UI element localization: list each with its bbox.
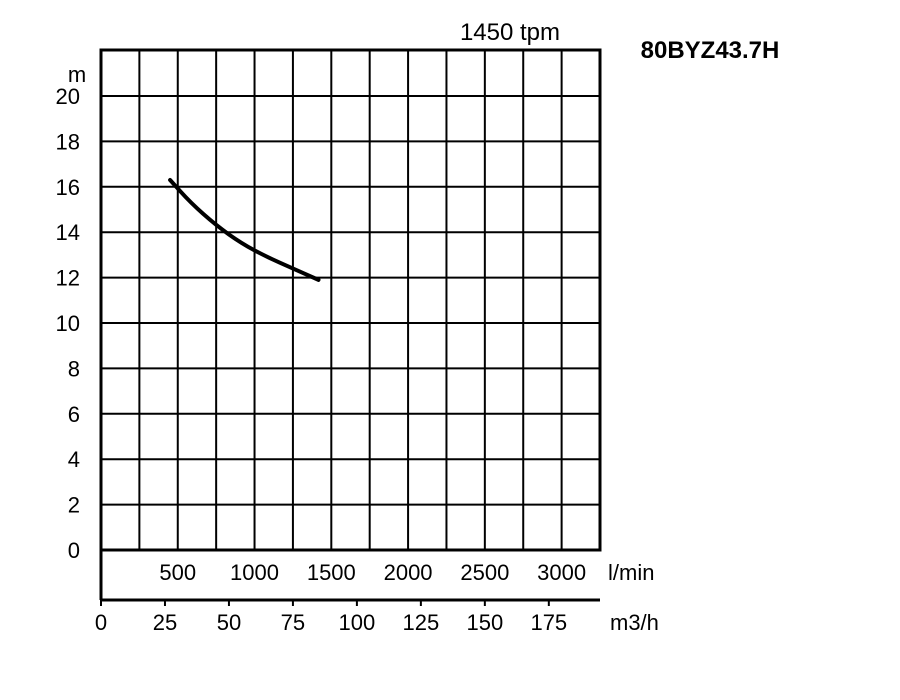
y-tick-label: 18 [56,129,80,154]
y-tick-label: 2 [68,493,80,518]
y-tick-label: 20 [56,84,80,109]
x-tick-label-m3h: 100 [339,610,376,635]
y-tick-label: 0 [68,538,80,563]
x-tick-label-m3h: 150 [466,610,503,635]
head-flow-curve [168,177,321,282]
x-tick-label-m3h: 50 [217,610,241,635]
x-axis-unit-lmin: l/min [608,560,654,585]
y-axis-unit: m [68,62,86,87]
y-tick-label: 4 [68,447,80,472]
x-tick-label-lmin: 500 [159,560,196,585]
series-layer [168,177,321,282]
x-tick-label-m3h: 175 [530,610,567,635]
x-tick-label-m3h: 0 [95,610,107,635]
x-tick-label-m3h: 75 [281,610,305,635]
y-tick-label: 14 [56,220,80,245]
chart-grid [101,50,600,550]
speed-label: 1450 tpm [460,19,560,46]
y-tick-label: 16 [56,175,80,200]
chart-frame [99,48,602,606]
y-tick-label: 10 [56,311,80,336]
y-tick-label: 6 [68,402,80,427]
x-tick-label-lmin: 1000 [230,560,279,585]
plot-border [99,48,602,552]
x-tick-label-m3h: 125 [403,610,440,635]
x-tick-label-lmin: 2000 [384,560,433,585]
y-tick-label: 8 [68,356,80,381]
x-axis-unit-m3h: m3/h [610,610,659,635]
y-tick-label: 12 [56,266,80,291]
x-tick-label-m3h: 25 [153,610,177,635]
x-tick-label-lmin: 1500 [307,560,356,585]
x-tick-label-lmin: 3000 [537,560,586,585]
model-title: 80BYZ43.7H [641,37,780,64]
x-tick-label-lmin: 2500 [460,560,509,585]
